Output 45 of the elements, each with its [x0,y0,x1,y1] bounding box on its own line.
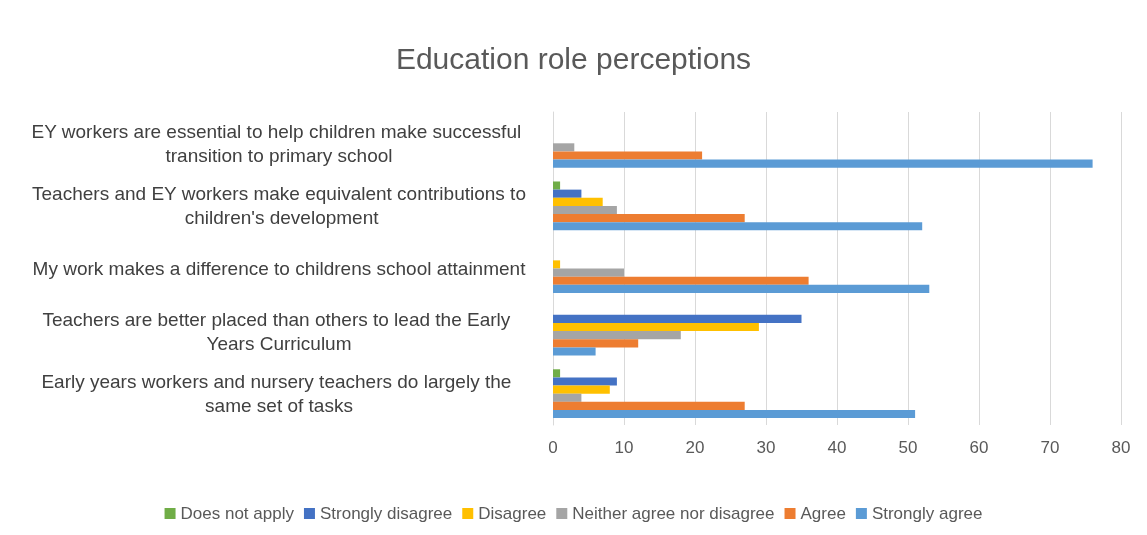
bar [553,377,617,386]
bar [553,393,582,402]
bar [553,189,582,198]
x-tick-label: 80 [1111,438,1131,457]
bar [553,143,575,152]
bar [553,409,916,419]
y-tick-label: My work makes a difference to childrens school attainment [32,258,527,279]
y-tick-label: Teachers are better placed than others to lead the Early Years Curriculum [42,308,516,354]
x-tick-label: 50 [898,438,918,457]
bar [553,369,561,378]
bar [553,222,923,231]
legend-label: Disagree [478,504,547,523]
legend-label: Strongly disagree [319,504,453,523]
bar [553,284,930,293]
legend-label: Agree [800,504,846,523]
bar [553,260,561,269]
bar [553,401,745,410]
x-tick-label: 70 [1040,438,1060,457]
legend-label: Strongly agree [871,504,983,523]
x-tick-label: 10 [614,438,634,457]
bar [553,268,624,277]
x-tick-label: 0 [548,438,558,457]
bar [553,331,681,340]
bar [553,181,561,190]
y-tick-label: EY workers are essential to help children make successful transition to primary school [31,120,527,166]
x-tick-label: 60 [969,438,989,457]
bar [553,347,596,356]
bar [553,205,617,215]
bar [553,151,703,160]
bar [553,159,1093,168]
bar [553,214,745,223]
x-tick-label: 20 [685,438,705,457]
bar [553,314,802,323]
bar [553,385,610,394]
bar [553,322,759,332]
bar [553,339,639,348]
legend-label: Does not apply [180,504,295,523]
x-tick-label: 40 [827,438,847,457]
y-tick-label: Teachers and EY workers make equivalent contributions to children's development [32,183,526,229]
y-tick-label: Early years workers and nursery teachers do largely the same set of tasks [41,371,517,417]
bar [553,197,603,206]
chart-title: Education role perceptions [395,41,752,75]
bar [553,276,809,285]
x-tick-label: 30 [756,438,776,457]
legend-label: Neither agree nor disagree [572,504,775,523]
